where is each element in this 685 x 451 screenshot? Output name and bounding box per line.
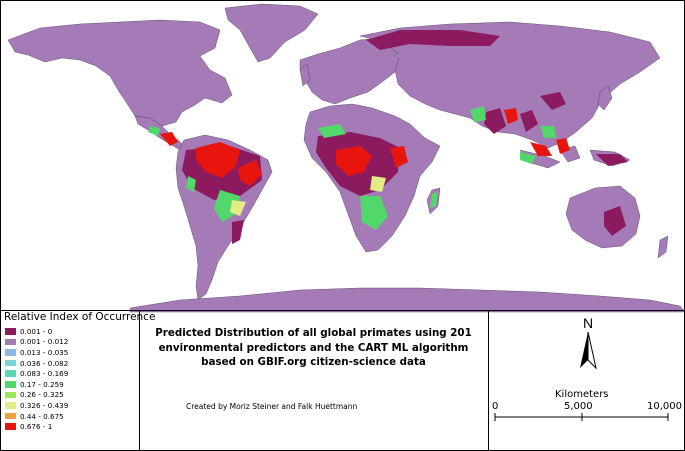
legend-label: 0.001 - 0.012 [20, 337, 69, 347]
high-occurrence-atlantic-forest [232, 220, 244, 244]
high-occurrence-se-asia [484, 108, 538, 134]
legend-swatch [5, 381, 16, 388]
high-occurrence-russia [366, 30, 500, 50]
greenland [224, 3, 319, 63]
europe [299, 37, 401, 105]
legend-swatch [5, 423, 16, 430]
legend-label: 0.083 - 0.169 [20, 369, 69, 379]
legend-item: 0.44 - 0.675 [2, 411, 138, 422]
madagascar-occurrence [430, 192, 438, 208]
scale-tick-5000: 5,000 [564, 401, 593, 412]
north-arrow: N [568, 315, 608, 380]
legend-swatch [5, 349, 16, 356]
yellow-occurrence-africa [370, 176, 386, 192]
legend-swatch [5, 370, 16, 377]
legend-rows: 0.001 - 0 0.001 - 0.012 0.013 - 0.035 0.036… [2, 326, 138, 432]
map-title-line-2: environmental predictors and the CART ML… [158, 341, 469, 354]
credit-text: Created by Moriz Steiner and Falk Huettm… [186, 402, 358, 411]
legend-label: 0.036 - 0.082 [20, 358, 69, 368]
mid-occurrence-amazon [186, 176, 240, 222]
australia [565, 185, 641, 249]
legend-title: Relative Index of Occurrence [4, 311, 156, 323]
north-america [7, 19, 233, 127]
legend-label: 0.26 - 0.325 [20, 390, 64, 400]
asia [359, 21, 661, 149]
great-britain [299, 63, 311, 87]
new-zealand [657, 235, 669, 259]
highest-occurrence-se-asia [504, 108, 570, 156]
scale-bar [494, 413, 669, 421]
legend-item: 0.326 - 0.439 [2, 400, 138, 411]
legend-label: 0.17 - 0.259 [20, 379, 64, 389]
legend: Relative Index of Occurrence 0.001 - 0 0.… [2, 311, 156, 432]
scale-tick-10000: 10,000 [647, 401, 682, 412]
legend-item: 0.26 - 0.325 [2, 390, 138, 401]
legend-swatch [5, 412, 16, 420]
legend-swatch [5, 338, 16, 346]
map-title: Predicted Distribution of all global pri… [141, 326, 486, 370]
scale-units: Kilometers [555, 389, 609, 400]
legend-swatch [5, 359, 16, 367]
mid-occurrence-se-asia [470, 106, 556, 164]
legend-item: 0.036 - 0.082 [2, 358, 138, 369]
scale-tick-0: 0 [492, 401, 499, 412]
antarctica [129, 287, 685, 313]
legend-swatch [5, 391, 16, 399]
north-arrow-icon: N [580, 315, 597, 370]
legend-label: 0.013 - 0.035 [20, 347, 69, 357]
mid-occurrence-central-america [148, 126, 160, 136]
new-guinea-occurrence [596, 154, 628, 166]
map-title-line-1: Predicted Distribution of all global pri… [155, 327, 472, 339]
legend-item: 0.013 - 0.035 [2, 347, 138, 358]
japan [597, 85, 613, 111]
yellow-occurrence-amazon [230, 200, 246, 216]
legend-swatch [5, 402, 16, 409]
legend-label: 0.326 - 0.439 [20, 400, 69, 410]
australia-occurrence [604, 206, 626, 236]
legend-label: 0.44 - 0.675 [20, 411, 64, 421]
china-occurrence [540, 92, 566, 110]
highest-occurrence-africa [336, 146, 408, 176]
legend-item: 0.001 - 0.012 [2, 337, 138, 348]
map-title-line-3: based on GBIF.org citizen-science data [201, 356, 426, 368]
legend-item: 0.001 - 0 [2, 326, 138, 337]
legend-swatch [5, 328, 16, 335]
legend-item: 0.083 - 0.169 [2, 368, 138, 379]
legend-label: 0.001 - 0 [20, 326, 53, 336]
prediction-overlay [148, 30, 628, 244]
north-label: N [583, 316, 593, 331]
legend-item: 0.676 - 1 [2, 421, 138, 432]
legend-item: 0.17 - 0.259 [2, 379, 138, 390]
high-occurrence-central-america [160, 132, 178, 146]
mid-occurrence-africa [318, 124, 388, 230]
legend-label: 0.676 - 1 [20, 422, 53, 432]
highest-occurrence-amazon [196, 142, 262, 186]
